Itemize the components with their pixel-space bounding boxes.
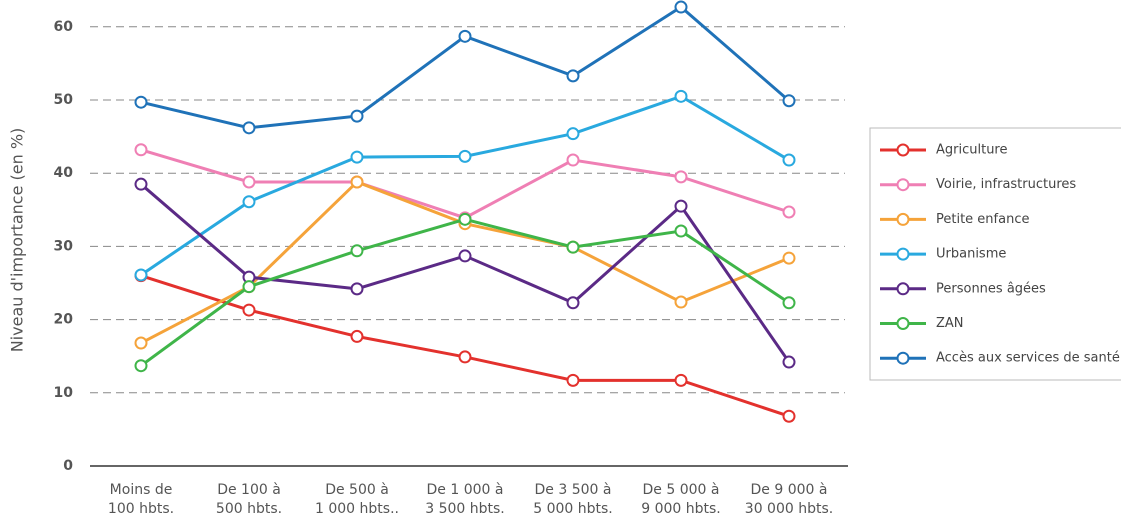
data-point	[134, 359, 148, 373]
y-axis-label: Niveau d'importance (en %)	[8, 128, 27, 353]
data-point	[566, 69, 580, 83]
data-point	[674, 373, 688, 387]
data-point	[782, 205, 796, 219]
legend-label: Personnes âgées	[936, 281, 1046, 296]
data-point	[458, 212, 472, 226]
data-point	[782, 251, 796, 265]
series-line	[140, 5, 790, 130]
data-point	[134, 95, 148, 109]
data-point	[242, 121, 256, 135]
data-point	[242, 303, 256, 317]
data-point	[566, 240, 580, 254]
y-tick-label: 10	[54, 385, 74, 401]
legend-label: Urbanisme	[936, 247, 1006, 262]
data-point	[350, 175, 364, 189]
data-point	[566, 127, 580, 141]
data-point	[674, 224, 688, 238]
y-tick-label: 40	[54, 165, 74, 181]
data-point	[458, 350, 472, 364]
x-tick-label: De 9 000 à 30 000 hbts.	[744, 482, 834, 517]
legend-marker	[896, 212, 910, 226]
data-point	[674, 170, 688, 184]
data-point	[674, 89, 688, 103]
legend-marker	[896, 351, 910, 365]
data-point	[566, 153, 580, 167]
data-point	[350, 109, 364, 123]
data-point	[134, 336, 148, 350]
y-tick-label: 60	[54, 19, 74, 35]
data-point	[458, 149, 472, 163]
data-point	[782, 409, 796, 423]
data-point	[782, 296, 796, 310]
data-point	[134, 177, 148, 191]
data-point	[674, 295, 688, 309]
series-line	[140, 180, 790, 345]
legend-label: Voirie, infrastructures	[936, 177, 1076, 192]
y-tick-label: 30	[54, 238, 74, 254]
x-tick-label: De 5 000 à 9 000 hbts.	[641, 482, 721, 517]
x-tick-label: Moins de 100 hbts.	[107, 482, 175, 517]
legend-label: Agriculture	[936, 143, 1008, 158]
data-point	[782, 153, 796, 167]
data-point	[674, 0, 688, 14]
x-tick-label: De 1 000 à 3 500 hbts.	[425, 482, 505, 517]
legend-label: ZAN	[936, 316, 964, 331]
data-point	[350, 244, 364, 258]
legend-marker	[896, 178, 910, 192]
data-point	[242, 280, 256, 294]
y-tick-label: 50	[54, 92, 74, 108]
legend-marker	[896, 247, 910, 261]
legend-marker	[896, 317, 910, 330]
data-point	[134, 143, 148, 157]
data-point	[674, 199, 688, 213]
x-tick-label: De 100 à 500 hbts.	[215, 482, 283, 517]
x-tick-label: De 500 à 1 000 hbts..	[315, 482, 399, 517]
data-point	[350, 329, 364, 343]
y-tick-label: 20	[54, 312, 74, 328]
data-point	[782, 94, 796, 108]
series-line	[140, 94, 790, 277]
data-point	[350, 150, 364, 164]
legend-marker	[896, 143, 910, 157]
data-point	[134, 268, 148, 282]
legend-label: Petite enfance	[936, 212, 1029, 227]
data-point	[566, 373, 580, 387]
legend-label: Accès aux services de santé	[936, 351, 1120, 366]
data-point	[242, 195, 256, 209]
data-point	[566, 296, 580, 310]
data-point	[458, 29, 472, 43]
legend-marker	[896, 282, 910, 296]
y-tick-label: 0	[63, 458, 73, 474]
data-point	[242, 175, 256, 189]
data-point	[350, 282, 364, 296]
data-point	[782, 355, 796, 369]
x-tick-label: De 3 500 à 5 000 hbts.	[533, 482, 613, 517]
data-point	[458, 249, 472, 263]
